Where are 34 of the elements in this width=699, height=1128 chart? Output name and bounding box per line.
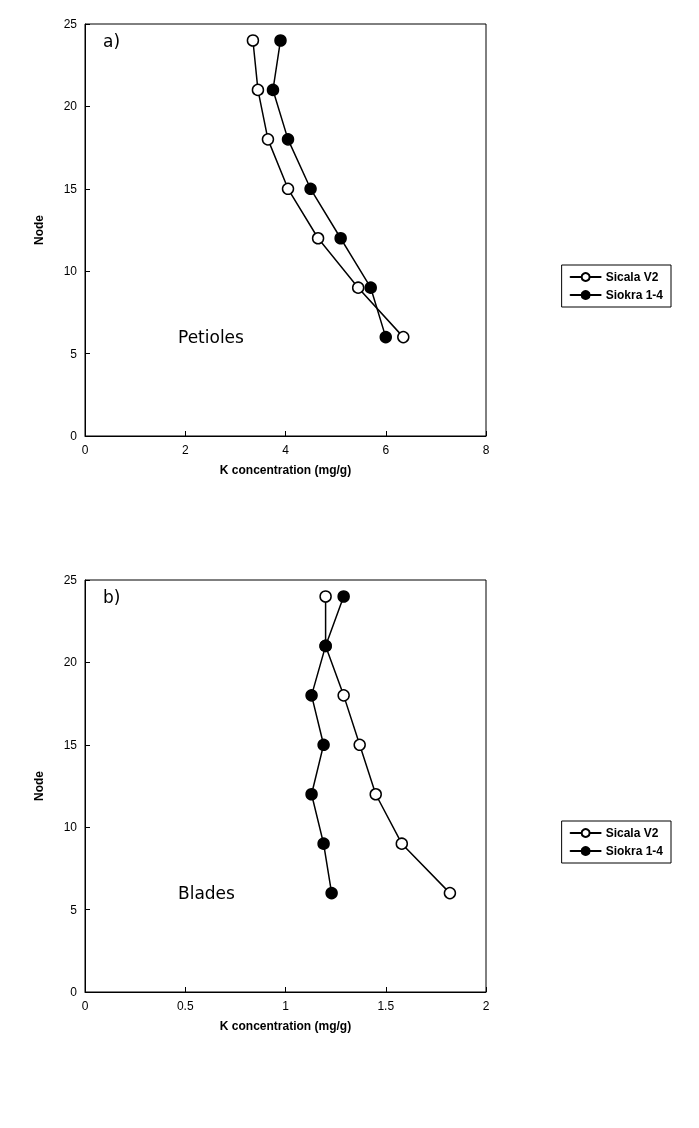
y-tick-label: 15 xyxy=(63,737,78,752)
x-tick-label: 0 xyxy=(81,999,89,1013)
legend-label: Siokra 1-4 xyxy=(605,844,664,858)
annotation: Blades xyxy=(178,882,236,903)
y-tick-label: 20 xyxy=(63,655,78,670)
x-tick-label: 2 xyxy=(181,443,189,457)
y-axis-title: Node xyxy=(32,214,46,245)
x-axis-title: K concentration (mg/g) xyxy=(219,463,352,477)
y-tick-label: 10 xyxy=(63,820,78,835)
legend-label: Sicala V2 xyxy=(605,270,659,284)
x-axis-title: K concentration (mg/g) xyxy=(219,1019,352,1033)
x-tick-label: 1.5 xyxy=(377,999,395,1013)
y-tick-label: 5 xyxy=(70,902,78,917)
legend-label: Sicala V2 xyxy=(605,826,659,840)
y-tick-label: 0 xyxy=(70,985,78,999)
x-tick-label: 8 xyxy=(482,443,490,457)
y-tick-label: 25 xyxy=(63,573,78,587)
annotation: Petioles xyxy=(178,326,245,347)
x-tick-label: 6 xyxy=(382,443,390,457)
y-tick-label: 15 xyxy=(63,181,78,196)
y-tick-label: 0 xyxy=(70,429,78,443)
annotation: a) xyxy=(103,30,121,51)
x-tick-label: 1 xyxy=(282,999,290,1013)
y-tick-label: 25 xyxy=(63,17,78,31)
annotation: b) xyxy=(103,586,121,607)
y-tick-label: 10 xyxy=(63,264,78,279)
y-tick-label: 20 xyxy=(63,99,78,114)
y-axis-title: Node xyxy=(32,770,46,801)
x-tick-label: 2 xyxy=(482,999,490,1013)
x-tick-label: 0.5 xyxy=(176,999,194,1013)
y-tick-label: 5 xyxy=(70,346,78,361)
legend-label: Siokra 1-4 xyxy=(605,288,664,302)
x-tick-label: 0 xyxy=(81,443,89,457)
x-tick-label: 4 xyxy=(282,443,290,457)
